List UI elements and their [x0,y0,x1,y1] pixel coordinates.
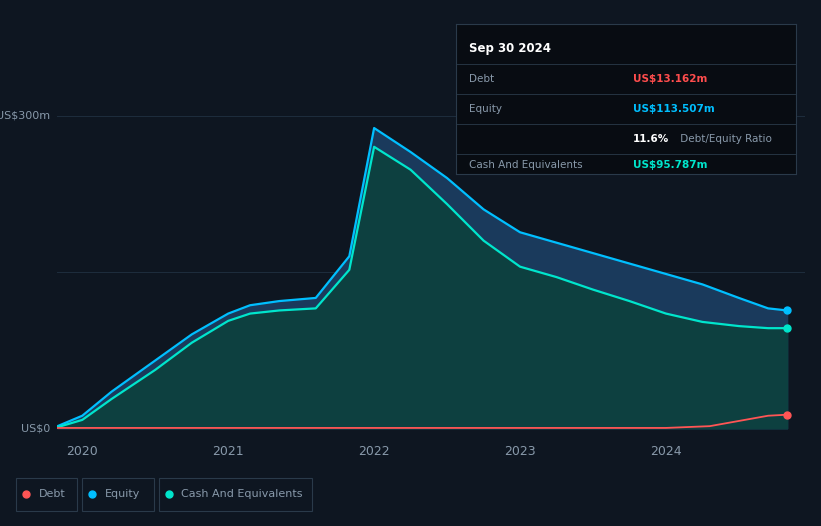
Text: Debt/Equity Ratio: Debt/Equity Ratio [677,134,772,144]
Text: US$300m: US$300m [0,110,50,120]
Text: Cash And Equivalents: Cash And Equivalents [470,159,583,169]
Text: US$95.787m: US$95.787m [633,159,708,169]
Text: Equity: Equity [104,489,140,500]
Text: US$0: US$0 [21,423,50,433]
Text: Debt: Debt [470,74,494,84]
Text: US$13.162m: US$13.162m [633,74,707,84]
Text: Sep 30 2024: Sep 30 2024 [470,42,551,55]
Text: 11.6%: 11.6% [633,134,669,144]
Text: Debt: Debt [39,489,66,500]
Text: Cash And Equivalents: Cash And Equivalents [181,489,303,500]
Text: Equity: Equity [470,104,502,114]
Text: US$113.507m: US$113.507m [633,104,714,114]
